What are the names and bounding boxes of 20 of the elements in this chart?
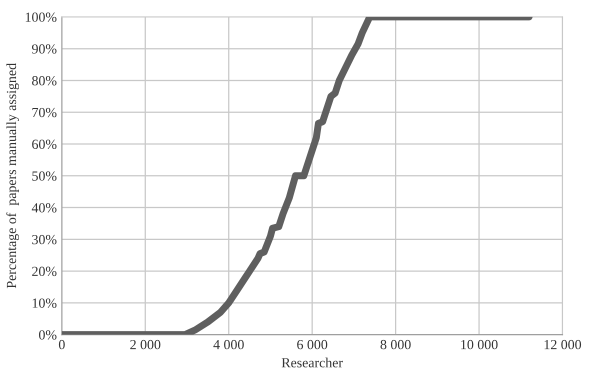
- y-tick-label: 0%: [39, 330, 57, 340]
- y-tick-label: 20%: [32, 266, 57, 276]
- y-tick-label: 80%: [32, 76, 57, 86]
- y-tick-label: 40%: [32, 203, 57, 213]
- y-tick-label: 70%: [32, 108, 57, 118]
- y-axis-title: Percentage of papers manually assigned: [6, 63, 20, 288]
- y-tick-label: 60%: [32, 140, 57, 150]
- x-axis-title: Researcher: [282, 358, 343, 368]
- y-tick-label: 100%: [26, 12, 57, 22]
- y-tick-label: 10%: [32, 298, 57, 308]
- y-tick-label: 30%: [32, 234, 57, 244]
- x-tick-label: 4 000: [213, 340, 244, 350]
- y-tick-label: 90%: [32, 44, 57, 54]
- x-tick-label: 10 000: [461, 340, 498, 350]
- x-tick-label: 12 000: [544, 340, 582, 350]
- x-tick-label: 0: [58, 340, 65, 350]
- x-tick-label: 6 000: [297, 340, 328, 350]
- x-tick-label: 2 000: [130, 340, 160, 350]
- x-tick-label: 8 000: [380, 340, 411, 350]
- y-tick-label: 50%: [32, 171, 57, 181]
